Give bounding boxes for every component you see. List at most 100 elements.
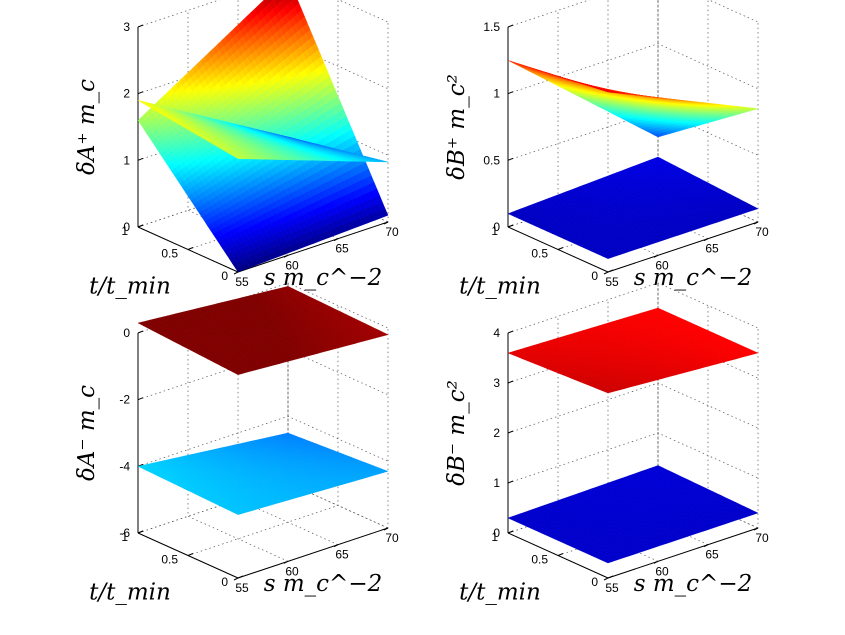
z-tick-label: 2 <box>123 87 130 101</box>
y-gridline <box>187 305 339 556</box>
z-tick-mark <box>137 157 144 161</box>
x-tick-label: 65 <box>705 242 719 256</box>
surface-2 <box>137 286 389 375</box>
y-tick-label: 0 <box>221 269 228 283</box>
x-tick-label: 60 <box>285 258 299 272</box>
y-tick-label: 0.5 <box>161 553 178 567</box>
x-tick-mark <box>383 221 389 225</box>
z-tick-label: 1 <box>123 153 130 167</box>
z-tick-mark <box>137 224 144 228</box>
z-gridline <box>507 43 759 95</box>
x-axis-line <box>237 221 389 273</box>
z-tick-label: 0.5 <box>483 153 500 167</box>
x-tick-mark <box>333 238 339 242</box>
z-tick-mark <box>137 397 144 401</box>
y-tick-label: 1 <box>491 224 498 238</box>
y-tick-label: 0 <box>591 269 598 283</box>
x-tick-label: 65 <box>705 548 719 562</box>
z-tick-mark <box>507 530 514 534</box>
x-tick-mark <box>333 544 339 548</box>
x-gridline <box>187 316 289 562</box>
z-tick-label: 0 <box>123 220 130 234</box>
x-tick-mark <box>283 254 289 258</box>
z-tick-mark <box>137 530 144 534</box>
x-axis-label: s m_c^−2 <box>634 265 752 291</box>
x-tick-label: 65 <box>335 548 349 562</box>
z-tick-mark <box>507 157 514 161</box>
z-tick-label: -4 <box>119 459 130 473</box>
x-gridline <box>287 283 389 529</box>
x-tick-mark <box>753 221 759 225</box>
y-tick-mark <box>237 575 244 579</box>
y-tick-label: 1 <box>121 224 128 238</box>
y-tick-label: 0.5 <box>161 247 178 261</box>
z-gridline <box>137 282 389 334</box>
y-axis-label: t/t_min <box>89 580 171 606</box>
surface-1 <box>507 156 759 259</box>
y-axis-label: t/t_min <box>459 580 541 606</box>
x-tick-label: 60 <box>285 564 299 578</box>
z-tick-mark <box>507 480 514 484</box>
x-axis-label: s m_c^−2 <box>264 571 382 597</box>
x-tick-label: 55 <box>605 581 619 595</box>
z-tick-mark <box>137 330 144 334</box>
x-tick-mark <box>603 271 609 275</box>
z-tick-label: 3 <box>493 376 500 390</box>
y-tick-label: 0.5 <box>531 247 548 261</box>
z-tick-mark <box>507 330 514 334</box>
z-tick-label: 1 <box>493 87 500 101</box>
z-tick-label: 3 <box>123 20 130 34</box>
z-tick-mark <box>507 380 514 384</box>
z-axis-label: δA⁻ m_c <box>74 385 100 481</box>
z-tick-label: 0 <box>493 526 500 540</box>
z-tick-mark <box>137 24 144 28</box>
x-tick-mark <box>653 254 659 258</box>
surface-1 <box>507 465 759 564</box>
z-tick-mark <box>507 224 514 228</box>
x-tick-label: 55 <box>605 275 619 289</box>
x-tick-mark <box>233 577 239 581</box>
z-tick-mark <box>507 91 514 95</box>
y-tick-mark <box>607 269 614 273</box>
x-tick-label: 55 <box>235 581 249 595</box>
z-tick-label: 4 <box>493 326 500 340</box>
x-tick-label: 70 <box>385 225 399 239</box>
y-tick-label: 0.5 <box>531 553 548 567</box>
z-gridline <box>507 0 759 28</box>
z-tick-label: 0 <box>123 326 130 340</box>
surface-2 <box>137 100 389 163</box>
x-tick-label: 60 <box>655 564 669 578</box>
surface-1 <box>137 432 389 515</box>
x-tick-label: 70 <box>755 225 769 239</box>
x-tick-mark <box>283 560 289 564</box>
y-axis-label: t/t_min <box>459 274 541 300</box>
y-tick-label: 1 <box>491 530 498 544</box>
z-axis-label: δB⁻ m_c² <box>444 380 470 486</box>
surface-2 <box>507 307 759 394</box>
z-tick-mark <box>507 430 514 434</box>
z-tick-label: -6 <box>119 526 130 540</box>
x-tick-mark <box>703 544 709 548</box>
z-gridline <box>507 282 759 334</box>
z-tick-mark <box>137 91 144 95</box>
x-axis-label: s m_c^−2 <box>264 265 382 291</box>
z-tick-label: 0 <box>493 220 500 234</box>
x-tick-label: 70 <box>755 531 769 545</box>
x-tick-label: 65 <box>335 242 349 256</box>
y-tick-mark <box>187 247 194 250</box>
x-tick-mark <box>703 238 709 242</box>
y-tick-mark <box>557 247 564 250</box>
x-axis-line <box>607 221 759 273</box>
z-tick-label: -2 <box>119 393 130 407</box>
y-tick-label: 0 <box>221 575 228 589</box>
z-tick-label: 1.5 <box>483 20 500 34</box>
y-axis-label: t/t_min <box>89 274 171 300</box>
x-tick-mark <box>653 560 659 564</box>
y-tick-mark <box>187 553 194 556</box>
x-tick-label: 70 <box>385 531 399 545</box>
x-tick-label: 60 <box>655 258 669 272</box>
